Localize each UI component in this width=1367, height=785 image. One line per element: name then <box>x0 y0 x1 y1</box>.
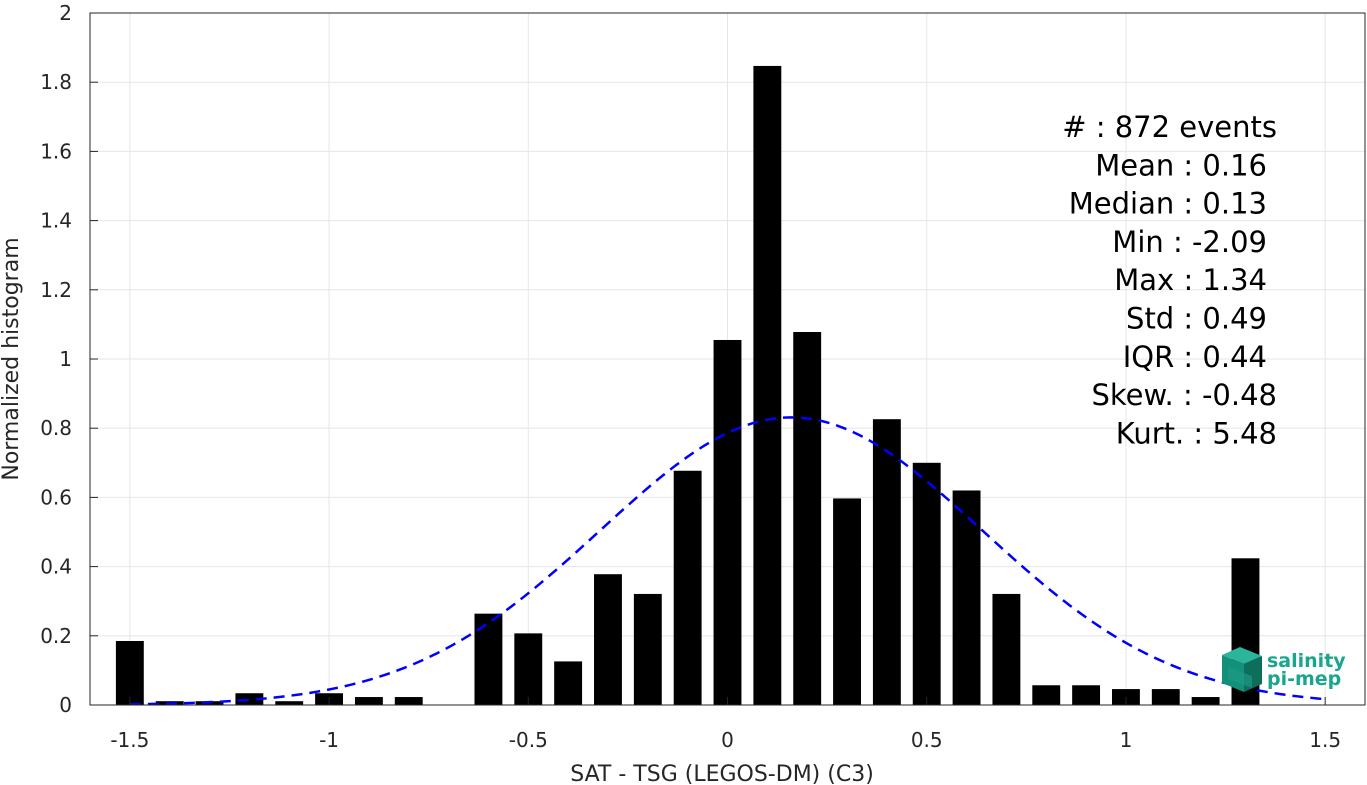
y-tick-label: 0 <box>59 693 72 717</box>
x-tick-label: -1.5 <box>110 728 149 752</box>
y-axis-title: Normalized histogram <box>0 237 24 480</box>
stat-line: Min : -2.09 <box>1112 225 1267 259</box>
histogram-bar <box>912 462 941 705</box>
histogram-bar <box>275 701 304 705</box>
x-tick-labels: -1.5 -1 -0.5 0 0.5 1 1.5 <box>110 728 1341 752</box>
stat-line: Std : 0.49 <box>1126 302 1267 336</box>
y-tick-label: 0.4 <box>40 555 72 579</box>
statistics-annotation: # : 872 events Mean : 0.16 Median : 0.13 Mi… <box>1062 110 1277 450</box>
stat-line: Mean : 0.16 <box>1095 148 1267 182</box>
y-tick-label: 1.4 <box>40 209 72 233</box>
salinity-pi-mep-logo: salinity pi-mep <box>1222 647 1346 692</box>
histogram-bar <box>235 693 264 705</box>
histogram-bar <box>872 419 901 705</box>
logo-text-pi-mep: pi-mep <box>1267 668 1341 690</box>
stat-line: Skew. : -0.48 <box>1091 378 1277 412</box>
gaussian-fit-curve <box>129 416 1326 706</box>
histogram-bar <box>673 470 702 705</box>
stat-line: # : 872 events <box>1062 110 1277 144</box>
y-tick-label: 1.2 <box>40 278 72 302</box>
histogram-bar <box>992 593 1021 705</box>
y-tick-label: 2 <box>59 1 72 25</box>
stat-line: Median : 0.13 <box>1069 187 1267 221</box>
plot-axes <box>89 12 1366 706</box>
histogram-bar <box>474 613 503 705</box>
x-tick-label: -1 <box>319 728 339 752</box>
histogram-bar <box>753 65 782 706</box>
histogram-bar <box>554 661 583 705</box>
histogram-bar <box>1072 685 1101 705</box>
cube-logo-icon <box>1222 647 1262 692</box>
stat-line: IQR : 0.44 <box>1123 340 1267 374</box>
y-tick-label: 0.2 <box>40 624 72 648</box>
histogram-bar <box>833 498 861 705</box>
x-tick-label: -0.5 <box>509 728 548 752</box>
y-tick-label: 1 <box>59 347 72 371</box>
histogram-bar <box>952 490 981 705</box>
stat-line: Max : 1.34 <box>1114 263 1267 297</box>
x-tick-label: 0 <box>721 728 734 752</box>
histogram-bar <box>514 633 543 705</box>
histogram-bar <box>354 697 383 705</box>
histogram-bars <box>115 65 1260 706</box>
x-tick-label: 1.5 <box>1309 728 1341 752</box>
y-tick-label: 1.8 <box>40 70 72 94</box>
histogram-bar <box>1191 697 1220 705</box>
histogram-bar <box>1032 685 1061 705</box>
logo-text-salinity: salinity <box>1267 650 1346 672</box>
histogram-bar <box>713 339 742 705</box>
x-axis-title: SAT - TSG (LEGOS-DM) (C3) <box>570 762 874 785</box>
y-tick-labels: 0 0.2 0.4 0.6 0.8 1 1.2 1.4 1.6 1.8 2 <box>40 1 72 717</box>
y-tick-label: 0.8 <box>40 416 72 440</box>
x-tick-label: 1 <box>1120 728 1133 752</box>
histogram-bar <box>633 593 662 705</box>
histogram-bar <box>1151 689 1180 705</box>
histogram-bar <box>115 640 144 705</box>
x-tick-label: 0.5 <box>911 728 943 752</box>
y-tick-label: 1.6 <box>40 139 72 163</box>
y-tick-label: 0.6 <box>40 485 72 509</box>
histogram-bar <box>394 697 423 705</box>
stat-line: Kurt. : 5.48 <box>1116 416 1277 450</box>
histogram-bar <box>793 332 822 705</box>
histogram-bar <box>594 574 622 705</box>
